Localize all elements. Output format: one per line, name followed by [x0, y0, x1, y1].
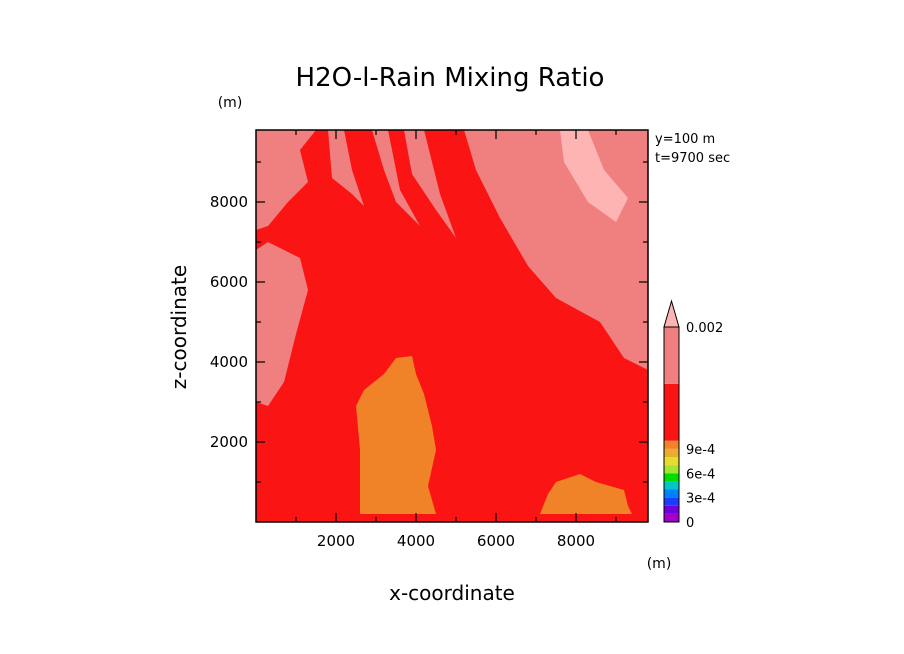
- x-unit-label: (m): [647, 556, 672, 572]
- contour-region-salmon-streak-3: [404, 130, 456, 238]
- x-axis-label: x-coordinate: [389, 581, 515, 605]
- x-tick-label: 6000: [477, 532, 515, 550]
- y-tick-label: 8000: [210, 193, 248, 211]
- chart-title: H2O-l-Rain Mixing Ratio: [296, 63, 605, 93]
- colorbar-tick-label: 0.002: [686, 321, 723, 336]
- annotation-y: y=100 m: [655, 132, 715, 147]
- colorbar-segment: [664, 327, 679, 384]
- colorbar-segment: [664, 497, 679, 506]
- colorbar-tick-label: 9e-4: [686, 443, 715, 458]
- colorbar-segment: [664, 383, 679, 441]
- colorbar-frame: [663, 326, 680, 523]
- y-tick-label: 4000: [210, 353, 248, 371]
- contour-region-orange-core: [356, 356, 436, 514]
- contour-region-salmon-streak-2: [372, 130, 420, 226]
- contour-region-salmon-top-left: [256, 130, 316, 230]
- colorbar: 0 3e-4 6e-4 9e-4 0.002: [663, 299, 723, 531]
- y-axis-ticks: 2000 4000 6000 8000: [210, 161, 648, 483]
- x-tick-label: 2000: [317, 532, 355, 550]
- plot-frame: [255, 129, 649, 523]
- contour-region-salmon-streak-1: [328, 130, 364, 206]
- contour-field: [256, 130, 648, 522]
- colorbar-segment: [664, 465, 679, 474]
- contour-region-orange-right: [540, 474, 632, 514]
- x-tick-label: 4000: [397, 532, 435, 550]
- colorbar-tick-label: 0: [686, 516, 694, 531]
- y-unit-label: (m): [218, 95, 243, 111]
- contour-region-salmon-left: [256, 242, 308, 406]
- contour-region-pink-peak: [560, 130, 628, 222]
- colorbar-extend-arrow: [663, 299, 680, 328]
- colorbar-segment: [664, 473, 679, 482]
- x-axis-ticks: 2000 4000 6000 8000: [295, 130, 617, 550]
- y-tick-label: 6000: [210, 273, 248, 291]
- y-axis-label: z-coordinate: [167, 265, 191, 389]
- colorbar-segment: [664, 448, 679, 457]
- x-tick-label: 8000: [557, 532, 595, 550]
- y-tick-label: 2000: [210, 433, 248, 451]
- colorbar-segment: [664, 505, 679, 514]
- colorbar-segment: [664, 481, 679, 490]
- colorbar-tick-label: 3e-4: [686, 492, 715, 507]
- colorbar-tick-label: 6e-4: [686, 467, 715, 482]
- annotation-t: t=9700 sec: [655, 151, 730, 166]
- colorbar-segment: [664, 513, 679, 522]
- colorbar-segment: [664, 440, 679, 449]
- colorbar-segment: [664, 457, 679, 466]
- colorbar-segment: [664, 489, 679, 498]
